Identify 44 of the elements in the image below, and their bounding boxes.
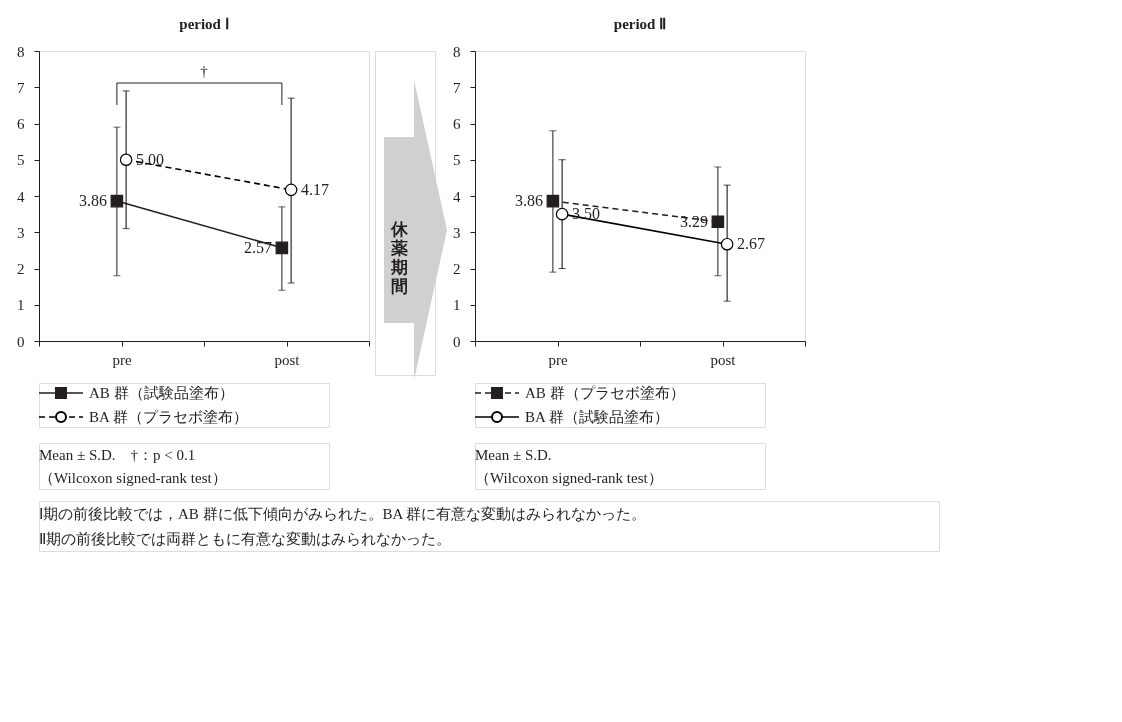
y-tick-label: 2 xyxy=(453,261,461,277)
text: Ⅰ期の前後比較では，AB 群に低下傾向がみられた。BA 群に有意な変動はみられなかった。 xyxy=(39,505,647,522)
text: （Wilcoxon signed-rank test） xyxy=(475,469,663,486)
x-tick-label: pre xyxy=(112,351,132,368)
y-tick-label: 3 xyxy=(453,224,461,241)
y-tick-label: 0 xyxy=(17,333,25,350)
y-tick-label: 1 xyxy=(17,297,25,314)
y-tick-label: 2 xyxy=(17,261,25,277)
text: Mean ± S.D. †：p < 0.1 xyxy=(39,446,196,463)
text: （Wilcoxon signed-rank test） xyxy=(39,469,227,486)
data-label: 2.57 xyxy=(243,238,272,256)
chart-title: period Ⅱ xyxy=(613,16,667,32)
x-tick-label: post xyxy=(274,351,301,368)
x-tick-label: pre xyxy=(548,351,568,368)
y-tick-label: 0 xyxy=(453,333,461,350)
y-tick-label: 1 xyxy=(453,297,461,314)
y-tick-label: 7 xyxy=(453,79,461,96)
y-tick-label: 5 xyxy=(17,152,25,169)
data-label: 3.86 xyxy=(78,192,107,210)
data-label: 3.86 xyxy=(514,192,543,210)
y-tick-label: 7 xyxy=(17,79,25,96)
legend-label: AB 群（試験品塗布） xyxy=(89,385,234,401)
data-label: 3.50 xyxy=(572,205,601,223)
y-tick-label: 6 xyxy=(453,116,461,132)
data-label: 5.00 xyxy=(136,150,165,168)
y-tick-label: 6 xyxy=(17,116,25,132)
data-label: 4.17 xyxy=(301,180,330,198)
y-tick-label: 4 xyxy=(17,188,25,205)
y-tick-label: 8 xyxy=(17,43,25,60)
y-tick-label: 4 xyxy=(453,188,461,205)
legend-label: AB 群（プラセボ塗布） xyxy=(525,385,685,401)
text: 休薬期間 xyxy=(389,219,409,296)
chart-title: period Ⅰ xyxy=(179,16,229,32)
y-tick-label: 5 xyxy=(453,152,461,169)
text: Ⅱ期の前後比較では両群ともに有意な変動はみられなかった。 xyxy=(39,530,451,547)
legend-label: BA 群（試験品塗布） xyxy=(525,409,669,425)
data-label: 3.29 xyxy=(679,212,708,230)
text: Mean ± S.D. xyxy=(475,446,552,463)
annotation: † xyxy=(200,63,209,79)
y-tick-label: 3 xyxy=(17,224,25,241)
data-label: 2.67 xyxy=(737,235,766,253)
y-tick-label: 8 xyxy=(453,43,461,60)
legend-label: BA 群（プラセボ塗布） xyxy=(89,409,248,425)
x-tick-label: post xyxy=(710,351,737,368)
